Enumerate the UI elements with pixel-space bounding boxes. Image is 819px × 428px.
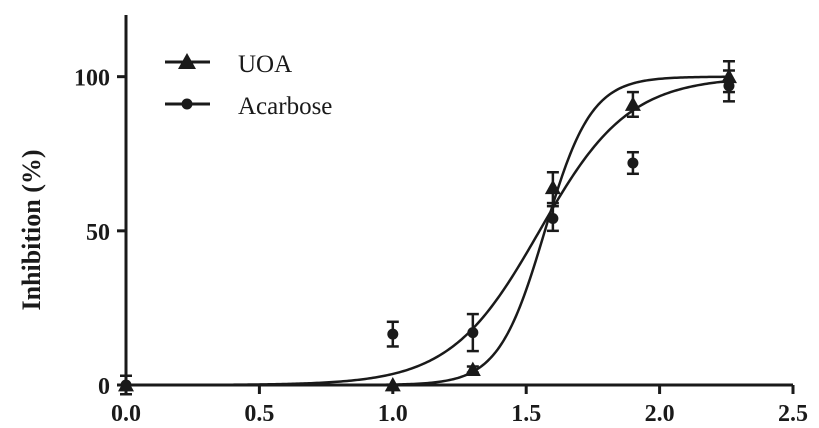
- data-point-acarbose: [387, 328, 399, 340]
- x-tick-label: 2.0: [645, 401, 675, 427]
- x-tick-label: 0.0: [111, 401, 141, 427]
- data-point-uoa: [384, 377, 401, 392]
- x-tick-label: 1.5: [511, 401, 541, 427]
- x-tick-label: 0.5: [244, 401, 274, 427]
- data-point-acarbose: [467, 327, 479, 339]
- legend: UOA Acarbose: [165, 51, 332, 120]
- legend-label-acarbose: Acarbose: [238, 93, 332, 120]
- y-tick-label: 0: [98, 374, 110, 400]
- data-point-uoa: [624, 96, 641, 111]
- data-points: [118, 60, 737, 396]
- fit-curves: [126, 75, 730, 387]
- fit-curve-uoa: [126, 75, 729, 387]
- data-point-acarbose: [627, 157, 639, 169]
- x-tick-label: 2.5: [778, 401, 808, 427]
- fit-curve-acarbose: [126, 79, 730, 387]
- legend-label-uoa: UOA: [238, 51, 292, 78]
- data-point-uoa: [544, 179, 561, 195]
- y-axis-title: Inhibition (%): [17, 149, 46, 310]
- data-point-acarbose: [723, 80, 735, 92]
- legend-marker-uoa: [178, 53, 196, 69]
- y-tick-label: 100: [74, 66, 110, 92]
- legend-marker-acarbose: [181, 98, 193, 110]
- data-point-uoa: [464, 361, 481, 376]
- y-tick-label: 50: [86, 220, 110, 246]
- x-tick-label: 1.0: [378, 401, 408, 427]
- data-point-acarbose: [120, 379, 132, 391]
- data-point-acarbose: [547, 213, 559, 224]
